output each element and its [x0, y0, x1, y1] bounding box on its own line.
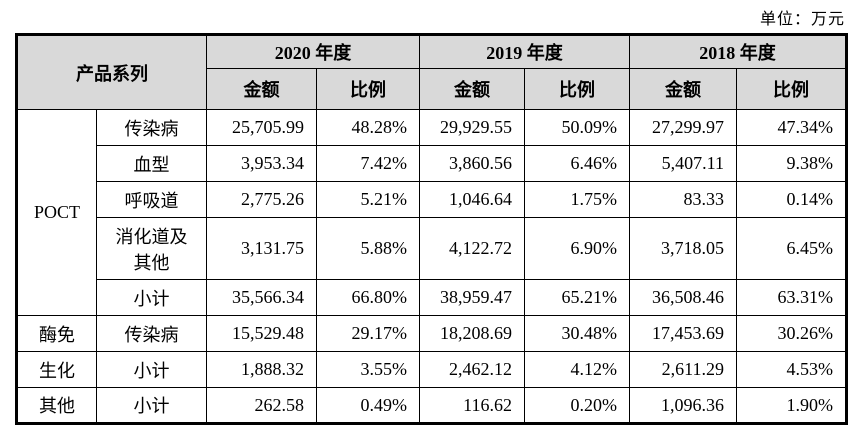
- ratio-cell: 5.88%: [316, 217, 420, 280]
- ratio-cell: 3.55%: [316, 351, 420, 388]
- amount-header-2018: 金额: [629, 68, 737, 110]
- ratio-header-2020: 比例: [316, 68, 420, 110]
- ratio-cell: 9.38%: [736, 145, 847, 182]
- ratio-cell: 65.21%: [524, 279, 630, 316]
- ratio-cell: 6.90%: [524, 217, 630, 280]
- category-cell: 传染病: [96, 315, 207, 352]
- amount-cell: 116.62: [419, 387, 525, 424]
- product-series-header: 产品系列: [16, 34, 207, 110]
- amount-cell: 83.33: [629, 181, 737, 218]
- amount-cell: 27,299.97: [629, 109, 737, 146]
- header-sub-row: 金额 比例 金额 比例 金额 比例: [17, 68, 847, 110]
- amount-cell: 262.58: [206, 387, 317, 424]
- ratio-cell: 1.90%: [736, 387, 847, 424]
- table-row: 生化 小计 1,888.32 3.55% 2,462.12 4.12% 2,61…: [16, 351, 847, 388]
- ratio-cell: 50.09%: [524, 109, 630, 146]
- amount-cell: 5,407.11: [629, 145, 737, 182]
- ratio-cell: 0.20%: [524, 387, 630, 424]
- group-cell-meimian: 酶免: [16, 315, 97, 352]
- ratio-header-2019: 比例: [524, 68, 630, 110]
- amount-header-2020: 金额: [206, 68, 317, 110]
- table-row: 酶免 传染病 15,529.48 29.17% 18,208.69 30.48%…: [16, 315, 847, 352]
- group-cell-shenghua: 生化: [16, 351, 97, 388]
- category-cell: 小计: [96, 351, 207, 388]
- ratio-cell: 4.12%: [524, 351, 630, 388]
- amount-cell: 35,566.34: [206, 279, 317, 316]
- ratio-cell: 1.75%: [524, 181, 630, 218]
- ratio-cell: 63.31%: [736, 279, 847, 316]
- amount-cell: 29,929.55: [419, 109, 525, 146]
- amount-cell: 1,888.32: [206, 351, 317, 388]
- amount-cell: 1,046.64: [419, 181, 525, 218]
- ratio-cell: 0.49%: [316, 387, 420, 424]
- amount-cell: 3,131.75: [206, 217, 317, 280]
- amount-cell: 3,718.05: [629, 217, 737, 280]
- year-header-2018: 2018 年度: [629, 34, 847, 69]
- category-cell: 传染病: [96, 109, 207, 146]
- ratio-cell: 5.21%: [316, 181, 420, 218]
- ratio-cell: 29.17%: [316, 315, 420, 352]
- amount-cell: 17,453.69: [629, 315, 737, 352]
- ratio-cell: 66.80%: [316, 279, 420, 316]
- table-row: 小计 35,566.34 66.80% 38,959.47 65.21% 36,…: [17, 279, 847, 316]
- category-cell: 小计: [96, 387, 207, 424]
- ratio-cell: 48.28%: [316, 109, 420, 146]
- amount-cell: 38,959.47: [419, 279, 525, 316]
- amount-cell: 1,096.36: [629, 387, 737, 424]
- ratio-cell: 4.53%: [736, 351, 847, 388]
- year-header-2020: 2020 年度: [206, 34, 420, 69]
- category-cell: 血型: [96, 145, 207, 182]
- group-cell-qita: 其他: [16, 387, 97, 424]
- amount-cell: 4,122.72: [419, 217, 525, 280]
- table-row: POCT 传染病 25,705.99 48.28% 29,929.55 50.0…: [16, 109, 847, 316]
- table-row: 呼吸道 2,775.26 5.21% 1,046.64 1.75% 83.33 …: [17, 181, 847, 218]
- table-row: 消化道及其他 3,131.75 5.88% 4,122.72 6.90% 3,7…: [17, 217, 847, 280]
- category-cell: 消化道及其他: [96, 217, 207, 280]
- table-body: POCT 传染病 25,705.99 48.28% 29,929.55 50.0…: [16, 109, 847, 424]
- table-header: 产品系列 2020 年度 2019 年度 2018 年度 金额 比例 金额 比例…: [16, 34, 847, 110]
- amount-cell: 2,462.12: [419, 351, 525, 388]
- amount-cell: 15,529.48: [206, 315, 317, 352]
- amount-cell: 36,508.46: [629, 279, 737, 316]
- amount-cell: 2,775.26: [206, 181, 317, 218]
- amount-header-2019: 金额: [419, 68, 525, 110]
- ratio-cell: 6.45%: [736, 217, 847, 280]
- ratio-cell: 6.46%: [524, 145, 630, 182]
- ratio-cell: 0.14%: [736, 181, 847, 218]
- unit-label: 单位：万元: [759, 11, 845, 28]
- amount-cell: 3,860.56: [419, 145, 525, 182]
- ratio-cell: 47.34%: [736, 109, 847, 146]
- amount-cell: 18,208.69: [419, 315, 525, 352]
- table-row: 其他 小计 262.58 0.49% 116.62 0.20% 1,096.36…: [16, 387, 847, 424]
- ratio-cell: 30.26%: [736, 315, 847, 352]
- amount-cell: 25,705.99: [206, 109, 317, 146]
- amount-cell: 2,611.29: [629, 351, 737, 388]
- table-row: 血型 3,953.34 7.42% 3,860.56 6.46% 5,407.1…: [17, 145, 847, 182]
- product-series-table: 产品系列 2020 年度 2019 年度 2018 年度 金额 比例 金额 比例…: [15, 33, 848, 425]
- ratio-cell: 7.42%: [316, 145, 420, 182]
- ratio-header-2018: 比例: [736, 68, 847, 110]
- header-year-row: 产品系列 2020 年度 2019 年度 2018 年度: [16, 34, 847, 110]
- year-header-2019: 2019 年度: [419, 34, 630, 69]
- category-cell: 小计: [96, 279, 207, 316]
- amount-cell: 3,953.34: [206, 145, 317, 182]
- category-cell: 呼吸道: [96, 181, 207, 218]
- ratio-cell: 30.48%: [524, 315, 630, 352]
- group-cell-poct: POCT: [16, 109, 97, 316]
